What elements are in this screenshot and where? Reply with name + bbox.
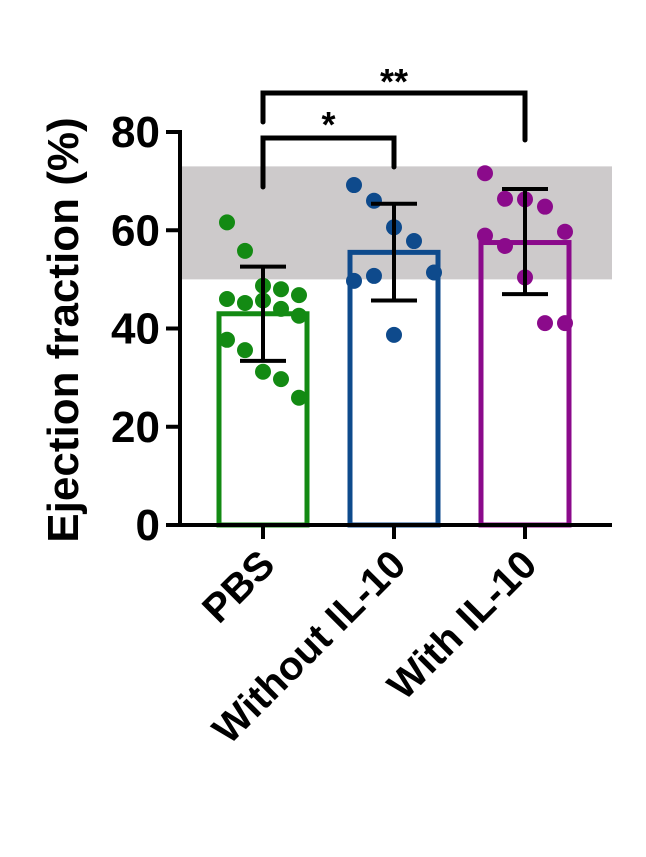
y-tick-label: 0 [136, 501, 160, 550]
data-point [219, 214, 235, 231]
data-point [497, 190, 513, 207]
data-point [237, 342, 253, 359]
y-tick-label: 60 [111, 206, 160, 255]
data-point [291, 307, 307, 324]
data-point [237, 242, 253, 259]
data-point [477, 165, 493, 182]
data-point [237, 294, 253, 311]
x-tick-label: PBS [194, 542, 283, 631]
data-point [477, 227, 493, 244]
y-tick-label: 80 [111, 108, 160, 157]
significance-label: * [321, 104, 335, 145]
data-point [557, 315, 573, 332]
data-point [426, 264, 442, 281]
data-point [406, 233, 422, 250]
significance-bracket [260, 135, 397, 190]
significance-label: ** [380, 61, 408, 102]
data-point [291, 287, 307, 304]
data-point [219, 331, 235, 348]
data-point [366, 192, 382, 209]
data-point [386, 326, 402, 343]
y-tick-label: 40 [111, 305, 160, 354]
significance-bracket [260, 90, 528, 143]
data-point [346, 177, 362, 194]
y-tick-label: 20 [111, 403, 160, 452]
data-point [273, 371, 289, 388]
data-point [537, 315, 553, 332]
data-point [557, 223, 573, 240]
data-point [255, 363, 271, 380]
data-point [366, 267, 382, 284]
data-point [537, 198, 553, 215]
data-point [273, 300, 289, 317]
data-point [219, 291, 235, 308]
data-point [346, 272, 362, 289]
data-point [291, 389, 307, 406]
y-axis-label: Ejection fraction (%) [39, 117, 88, 542]
data-point [273, 281, 289, 298]
data-point [497, 237, 513, 254]
